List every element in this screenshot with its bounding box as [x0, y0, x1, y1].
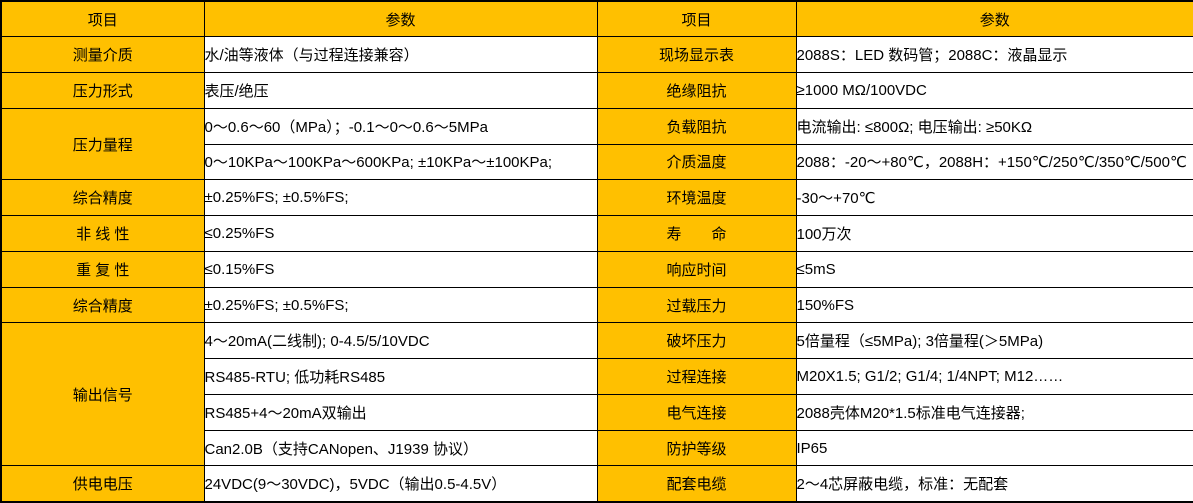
param-value-burst-pressure: 5倍量程（≤5MPa); 3倍量程(＞5MPa)	[795, 322, 1193, 360]
param-value-accuracy-2: ±0.25%FS; ±0.5%FS;	[203, 286, 598, 324]
item-label-ambient-temperature: 环境温度	[596, 179, 797, 217]
param-value-accuracy: ±0.25%FS; ±0.5%FS;	[203, 179, 598, 217]
item-label-repeatability: 重 复 性	[0, 250, 205, 288]
item-label-measuring-medium: 测量介质	[0, 36, 205, 74]
param-value-pressure-range-2: 0～10KPa～100KPa～600KPa; ±10KPa～±100KPa;	[203, 143, 598, 181]
item-label-non-linearity: 非 线 性	[0, 215, 205, 252]
param-value-pressure-type: 表压/绝压	[203, 72, 598, 109]
param-value-load-resistance: 电流输出: ≤800Ω; 电压输出: ≥50KΩ	[795, 107, 1193, 145]
item-label-lifespan: 寿 命	[596, 215, 797, 252]
item-label-accuracy-2: 综合精度	[0, 286, 205, 324]
param-value-ambient-temperature: -30～+70℃	[795, 179, 1193, 217]
item-label-electrical-connection: 电气连接	[596, 393, 797, 431]
param-value-measuring-medium: 水/油等液体（与过程连接兼容）	[203, 36, 598, 74]
param-value-overload-pressure: 150%FS	[795, 286, 1193, 324]
item-label-process-connection: 过程连接	[596, 358, 797, 395]
item-label-accuracy: 综合精度	[0, 179, 205, 217]
param-value-cable: 2～4芯屏蔽电缆，标准：无配套	[795, 465, 1193, 503]
param-value-display-meter: 2088S：LED 数码管；2088C：液晶显示	[795, 36, 1193, 74]
param-value-repeatability: ≤0.15%FS	[203, 250, 598, 288]
table-row: 综合精度 ±0.25%FS; ±0.5%FS; 过载压力 150%FS	[0, 286, 1193, 324]
param-value-output-signal-2: RS485-RTU; 低功耗RS485	[203, 358, 598, 395]
param-value-insulation-resistance: ≥1000 MΩ/100VDC	[795, 72, 1193, 109]
param-value-supply-voltage: 24VDC(9～30VDC)，5VDC（输出0.5-4.5V）	[203, 465, 598, 503]
table-row: 非 线 性 ≤0.25%FS 寿 命 100万次	[0, 215, 1193, 252]
param-value-protection-rating: IP65	[795, 429, 1193, 467]
item-label-cable: 配套电缆	[596, 465, 797, 503]
item-label-response-time: 响应时间	[596, 250, 797, 288]
table-row: 输出信号 4～20mA(二线制); 0-4.5/5/10VDC 破坏压力 5倍量…	[0, 322, 1193, 467]
item-label-overload-pressure: 过载压力	[596, 286, 797, 324]
param-value-non-linearity: ≤0.25%FS	[203, 215, 598, 252]
param-value-medium-temperature: 2088：-20～+80℃，2088H：+150℃/250℃/350℃/500℃	[795, 143, 1193, 181]
item-label-pressure-range: 压力量程	[0, 107, 205, 181]
param-value-lifespan: 100万次	[795, 215, 1193, 252]
item-label-medium-temperature: 介质温度	[596, 143, 797, 181]
header-item-left: 项目	[0, 0, 205, 38]
table-row: 压力形式 表压/绝压 绝缘阻抗 ≥1000 MΩ/100VDC	[0, 72, 1193, 109]
table-row: Can2.0B（支持CANopen、J1939 协议） 防护等级 IP65	[1, 429, 1193, 467]
param-value-process-connection: M20X1.5; G1/2; G1/4; 1/4NPT; M12……	[795, 358, 1193, 395]
item-label-display-meter: 现场显示表	[596, 36, 797, 74]
table-row: 压力量程 0～0.6～60（MPa）；-0.1～0～0.6～5MPa 负载阻抗 …	[0, 107, 1193, 181]
param-value-output-signal-3: RS485+4～20mA双输出	[203, 393, 598, 431]
table-row: 0～10KPa～100KPa～600KPa; ±10KPa～±100KPa; 介…	[1, 143, 1193, 181]
item-label-supply-voltage: 供电电压	[0, 465, 205, 503]
item-label-burst-pressure: 破坏压力	[596, 322, 797, 360]
table-row: 测量介质 水/油等液体（与过程连接兼容） 现场显示表 2088S：LED 数码管…	[0, 36, 1193, 74]
table-row: RS485+4～20mA双输出 电气连接 2088壳体M20*1.5标准电气连接…	[1, 393, 1193, 431]
param-value-electrical-connection: 2088壳体M20*1.5标准电气连接器;	[795, 393, 1193, 431]
table-row: 综合精度 ±0.25%FS; ±0.5%FS; 环境温度 -30～+70℃	[0, 179, 1193, 217]
item-label-insulation-resistance: 绝缘阻抗	[596, 72, 797, 109]
param-value-response-time: ≤5mS	[795, 250, 1193, 288]
header-param-left: 参数	[203, 0, 598, 38]
param-value-output-signal-4: Can2.0B（支持CANopen、J1939 协议）	[203, 429, 598, 467]
header-param-right: 参数	[795, 0, 1193, 38]
param-value-output-signal-1: 4～20mA(二线制); 0-4.5/5/10VDC	[203, 322, 598, 360]
header-item-right: 项目	[596, 0, 797, 38]
item-label-protection-rating: 防护等级	[596, 429, 797, 467]
param-value-pressure-range-1: 0～0.6～60（MPa）；-0.1～0～0.6～5MPa	[203, 107, 598, 145]
table-row: 供电电压 24VDC(9～30VDC)，5VDC（输出0.5-4.5V） 配套电…	[0, 465, 1193, 503]
item-label-pressure-type: 压力形式	[0, 72, 205, 109]
item-label-load-resistance: 负载阻抗	[596, 107, 797, 145]
table-row: 重 复 性 ≤0.15%FS 响应时间 ≤5mS	[0, 250, 1193, 288]
table-header-row: 项目 参数 项目 参数	[0, 0, 1193, 38]
item-label-output-signal: 输出信号	[0, 322, 205, 467]
table-row: RS485-RTU; 低功耗RS485 过程连接 M20X1.5; G1/2; …	[1, 358, 1193, 395]
